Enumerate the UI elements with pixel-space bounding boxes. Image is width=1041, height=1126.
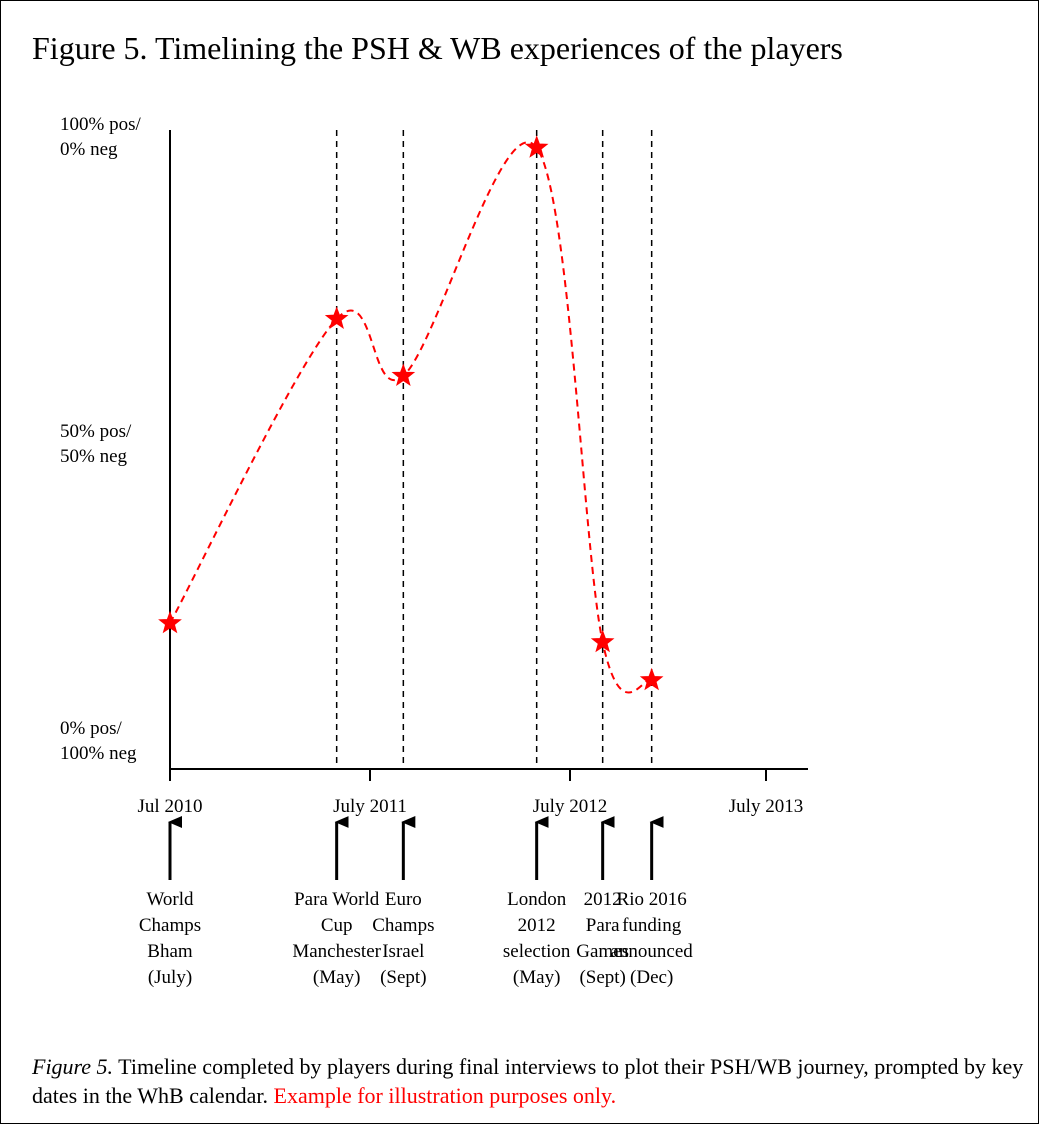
series-line <box>169 141 653 694</box>
data-point-star <box>524 135 549 158</box>
event-label-line: (Dec) <box>630 967 673 988</box>
y-tick-label: 100% pos/0% neg <box>60 114 141 160</box>
event-label-line: Manchester <box>292 941 381 962</box>
y-tick-label-line: 50% neg <box>60 446 128 467</box>
y-tick-label: 50% pos/50% neg <box>60 421 132 467</box>
event-label-line: Rio 2016 <box>617 889 687 910</box>
event-label-line: selection <box>503 941 571 962</box>
y-tick-label-line: 100% neg <box>60 743 137 764</box>
event-label-line: Israel <box>382 941 424 962</box>
figure-title: Figure 5. Timelining the PSH & WB experi… <box>32 30 843 66</box>
event-label-line: Cup <box>321 915 353 936</box>
data-point-star <box>639 667 664 691</box>
event-label-line: Euro <box>385 889 422 910</box>
caption-note: Example for illustration purposes only. <box>273 1083 617 1108</box>
event-label-line: Games <box>576 941 629 962</box>
event-label-line: Champs <box>372 915 434 936</box>
event-label-line: Champs <box>139 915 201 936</box>
figure-caption: Figure 5. Timeline completed by players … <box>32 1052 1032 1110</box>
y-tick-label-line: 50% pos/ <box>60 421 132 442</box>
event-label-line: Para World <box>294 889 380 910</box>
data-point-star <box>590 629 615 653</box>
event-label: World Champs Bham (July) <box>139 889 201 988</box>
y-tick-label-line: 0% pos/ <box>60 718 122 739</box>
x-tick-label: July 2011 <box>333 796 407 817</box>
event-label-line: (Sept) <box>380 967 426 988</box>
event-label: London 2012 selection (May) <box>503 889 571 988</box>
event-label: Rio 2016 funding announced (Dec) <box>611 889 694 988</box>
event-label-line: 2012 <box>584 889 622 910</box>
event-label-line: World <box>146 889 194 910</box>
event-label-line: London <box>507 889 567 910</box>
event-label-line: announced <box>611 941 694 962</box>
event-label: Para World Cup Manchester (May) <box>292 889 381 988</box>
y-tick-label-line: 0% neg <box>60 139 118 160</box>
y-tick-label: 0% pos/100% neg <box>60 718 137 764</box>
data-point-star <box>158 610 182 634</box>
event-label-line: funding <box>622 915 682 936</box>
event-label-line: Bham <box>147 941 193 962</box>
data-point-star <box>324 306 349 329</box>
x-tick-label: July 2012 <box>533 796 607 817</box>
event-label-line: (July) <box>148 967 192 988</box>
event-label-line: (Sept) <box>579 967 625 988</box>
data-point-star <box>391 363 416 386</box>
caption-figure-label: Figure 5. <box>32 1054 114 1079</box>
x-tick-label: July 2013 <box>729 796 803 817</box>
event-label-line: Para <box>586 915 620 936</box>
event-label-line: 2012 <box>518 915 556 936</box>
event-label: Euro Champs Israel (Sept) <box>372 889 434 988</box>
event-label-line: (May) <box>513 967 560 988</box>
event-label-line: (May) <box>313 967 360 988</box>
y-tick-label-line: 100% pos/ <box>60 114 141 135</box>
x-tick-label: Jul 2010 <box>138 796 203 817</box>
caption-text: Timeline completed by players during fin… <box>32 1054 1024 1108</box>
event-label: 2012 Para Games (Sept) <box>576 889 629 988</box>
